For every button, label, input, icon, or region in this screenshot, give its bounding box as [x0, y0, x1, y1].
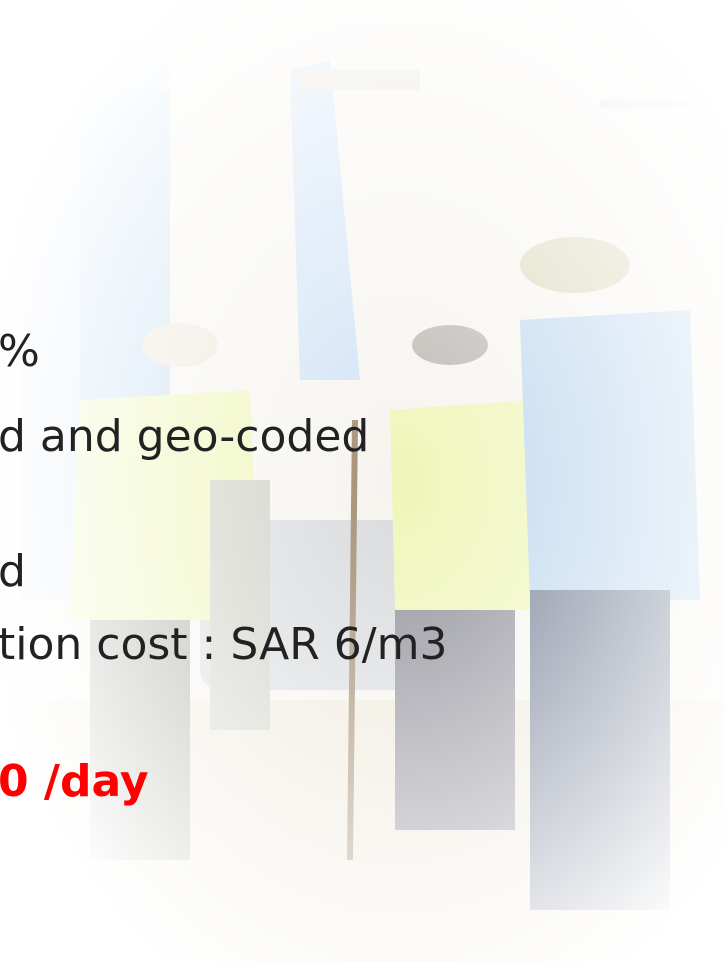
highlight-text: 0 /day [0, 760, 149, 804]
text-line: d [0, 550, 26, 594]
text-line: d and geo-coded [0, 415, 369, 459]
text-line: % [0, 330, 40, 374]
slide: % d and geo-coded d tion cost : SAR 6/m3… [0, 0, 725, 962]
text-line: tion cost : SAR 6/m3 [0, 623, 447, 667]
background-photo [0, 0, 725, 962]
